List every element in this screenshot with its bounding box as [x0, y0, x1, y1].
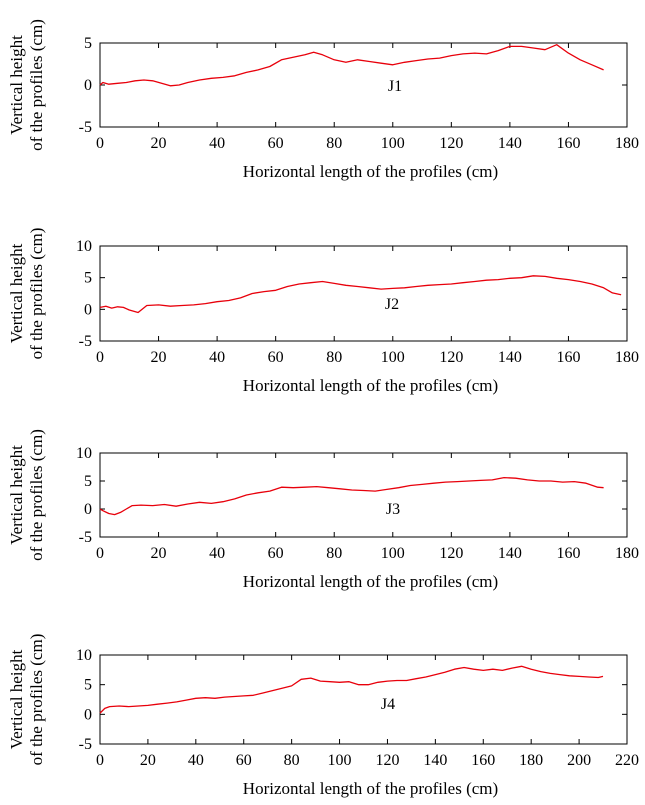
series-label-J2: J2	[385, 296, 399, 313]
series-label-J3: J3	[386, 501, 400, 518]
series-line-J2	[99, 275, 622, 314]
chart-panel-3: 0 20 40 60 80 100 120 140 160 180-50510Horizontal…	[7, 429, 639, 591]
x-tick-label: 0	[96, 135, 104, 152]
x-tick-label: 40	[209, 349, 225, 366]
x-tick-label: 0	[96, 545, 104, 562]
y-tick-label: 10	[76, 238, 92, 255]
chart-panel-4: 0 20 40 60 80 100 120 140 160 180 200 220-50510Hori…	[7, 634, 639, 798]
x-tick-label: 0	[96, 752, 104, 769]
x-tick-label: 180	[615, 135, 639, 152]
x-tick-label: 160	[556, 545, 580, 562]
y-tick-label: 5	[84, 35, 92, 52]
x-tick-label: 60	[236, 752, 252, 769]
y-tick-label: 5	[84, 473, 92, 490]
y-tick-label: -5	[79, 119, 92, 136]
series-line-J1	[99, 44, 604, 87]
x-tick-label: 180	[519, 752, 543, 769]
y-tick-label: 10	[76, 445, 92, 462]
x-tick-label: 60	[268, 135, 284, 152]
y-axis-title-line: Vertical height	[7, 243, 26, 343]
x-tick-label: 140	[423, 752, 447, 769]
chart-panel-2: 0 20 40 60 80 100 120 140 160 180-50510Horizontal…	[7, 228, 639, 395]
x-tick-label: 120	[439, 349, 463, 366]
x-tick-label: 200	[567, 752, 591, 769]
x-tick-label: 100	[381, 545, 405, 562]
y-axis-title-line: of the profiles (cm)	[27, 429, 46, 561]
y-tick-label: 5	[84, 270, 92, 287]
x-axis-title: Horizontal length of the profiles (cm)	[243, 376, 498, 395]
y-axis-title-line: Vertical height	[7, 649, 26, 749]
x-tick-label: 60	[268, 545, 284, 562]
y-tick-label: 0	[84, 301, 92, 318]
plot-frame	[99, 245, 628, 342]
x-tick-label: 120	[375, 752, 399, 769]
x-tick-label: 120	[439, 135, 463, 152]
x-tick-label: 160	[556, 135, 580, 152]
x-tick-label: 140	[498, 135, 522, 152]
y-tick-label: 0	[84, 77, 92, 94]
series-line-J3	[99, 476, 604, 516]
x-tick-label: 120	[439, 545, 463, 562]
x-tick-label: 180	[615, 349, 639, 366]
y-tick-label: 0	[84, 501, 92, 518]
x-tick-label: 80	[284, 752, 300, 769]
x-tick-label: 20	[140, 752, 156, 769]
x-tick-label: 180	[615, 545, 639, 562]
series-line-J4	[99, 665, 604, 714]
x-tick-label: 40	[209, 545, 225, 562]
x-tick-label: 40	[209, 135, 225, 152]
y-axis-title-line: of the profiles (cm)	[27, 228, 46, 360]
x-tick-label: 100	[381, 135, 405, 152]
series-label-J1: J1	[388, 78, 402, 95]
x-tick-label: 0	[96, 349, 104, 366]
y-tick-label: -5	[79, 736, 92, 753]
x-tick-label: 220	[615, 752, 639, 769]
x-tick-label: 80	[326, 349, 342, 366]
y-axis-title-line: Vertical height	[7, 445, 26, 545]
x-tick-label: 80	[326, 545, 342, 562]
y-axis-title-line: of the profiles (cm)	[27, 19, 46, 151]
x-tick-label: 60	[268, 349, 284, 366]
x-tick-label: 20	[151, 135, 167, 152]
x-tick-label: 140	[498, 349, 522, 366]
y-tick-label: -5	[79, 333, 92, 350]
x-tick-label: 100	[381, 349, 405, 366]
plot-frame	[99, 654, 628, 745]
y-tick-label: 5	[84, 677, 92, 694]
x-tick-label: 160	[471, 752, 495, 769]
x-tick-label: 20	[151, 545, 167, 562]
x-tick-label: 140	[498, 545, 522, 562]
x-axis-title: Horizontal length of the profiles (cm)	[243, 779, 498, 798]
x-tick-label: 40	[188, 752, 204, 769]
y-axis-title-line: Vertical height	[7, 35, 26, 135]
x-axis-title: Horizontal length of the profiles (cm)	[243, 162, 498, 181]
series-label-J4: J4	[381, 696, 395, 713]
x-tick-label: 80	[326, 135, 342, 152]
x-tick-label: 160	[556, 349, 580, 366]
x-tick-label: 20	[151, 349, 167, 366]
y-tick-label: -5	[79, 529, 92, 546]
y-axis-title-line: of the profiles (cm)	[27, 634, 46, 766]
x-tick-label: 100	[328, 752, 352, 769]
y-tick-label: 10	[76, 647, 92, 664]
plot-frame	[99, 452, 628, 538]
y-tick-label: 0	[84, 706, 92, 723]
x-axis-title: Horizontal length of the profiles (cm)	[243, 572, 498, 591]
